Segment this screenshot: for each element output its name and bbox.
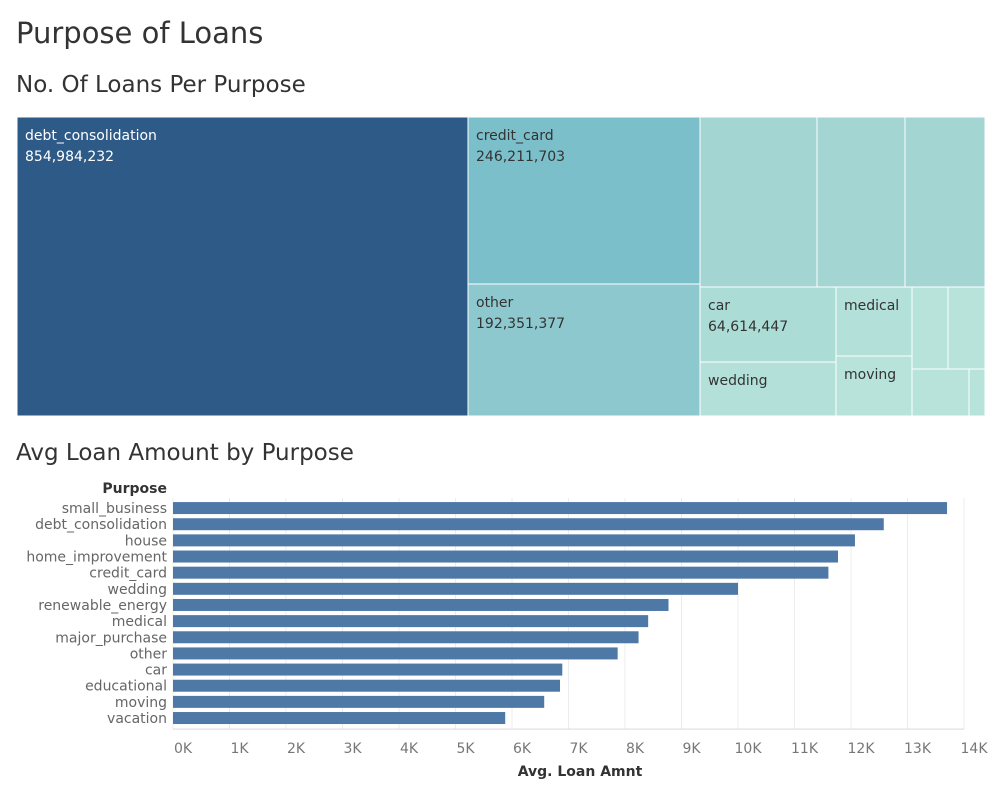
treemap-tile[interactable]: moving bbox=[835, 355, 913, 416]
x-tick-label: 7K bbox=[569, 741, 588, 757]
treemap-tile-label: medical bbox=[844, 298, 899, 314]
category-header: Purpose bbox=[102, 481, 167, 497]
treemap-tile[interactable]: debt_consolidation 854,984,232 bbox=[17, 117, 469, 416]
category-label: small_business bbox=[62, 501, 167, 517]
treemap-tile-label: car bbox=[708, 298, 730, 314]
bar[interactable] bbox=[173, 550, 839, 563]
category-label: house bbox=[125, 533, 167, 549]
bar[interactable] bbox=[173, 615, 649, 628]
x-tick-label: 5K bbox=[456, 741, 475, 757]
treemap-tile-rect bbox=[17, 117, 469, 416]
bar[interactable] bbox=[173, 695, 545, 708]
treemap-tile-rect bbox=[699, 286, 837, 363]
bar[interactable] bbox=[173, 598, 669, 611]
bar[interactable] bbox=[173, 712, 506, 725]
x-tick-label: 3K bbox=[343, 741, 362, 757]
treemap-tile-value: 192,351,377 bbox=[476, 316, 565, 332]
treemap-tile[interactable]: wedding bbox=[699, 361, 837, 416]
x-tick-label: 14K bbox=[961, 741, 989, 757]
treemap-tile-value: 854,984,232 bbox=[25, 149, 114, 165]
x-tick-label: 4K bbox=[400, 741, 419, 757]
treemap-tile[interactable] bbox=[699, 117, 818, 288]
treemap-tile-rect bbox=[835, 355, 913, 416]
bar[interactable] bbox=[173, 647, 618, 660]
treemap-tile[interactable] bbox=[947, 286, 985, 370]
treemap-title: No. Of Loans Per Purpose bbox=[16, 72, 306, 98]
x-tick-label: 0K bbox=[174, 741, 193, 757]
treemap-tile[interactable] bbox=[968, 368, 985, 416]
treemap-tile-rect bbox=[911, 286, 949, 370]
bar[interactable] bbox=[173, 534, 855, 547]
category-label: home_improvement bbox=[26, 550, 167, 566]
category-label: moving bbox=[115, 695, 167, 711]
x-tick-label: 13K bbox=[904, 741, 932, 757]
treemap-tile[interactable] bbox=[911, 286, 949, 370]
treemap-tile-rect bbox=[904, 117, 985, 288]
bar-chart: Purposesmall_businessdebt_consolidationh… bbox=[26, 481, 989, 780]
treemap-tile-label: credit_card bbox=[476, 128, 554, 144]
category-label: vacation bbox=[107, 711, 167, 727]
bar[interactable] bbox=[173, 631, 639, 644]
treemap-tile-rect bbox=[816, 117, 906, 288]
page-title: Purpose of Loans bbox=[16, 16, 264, 50]
bar[interactable] bbox=[173, 679, 561, 692]
x-tick-label: 10K bbox=[735, 741, 763, 757]
category-label: medical bbox=[112, 614, 167, 630]
bar[interactable] bbox=[173, 566, 829, 579]
treemap-tile-rect bbox=[699, 361, 837, 416]
treemap-tile-rect bbox=[467, 283, 701, 416]
x-tick-label: 9K bbox=[682, 741, 701, 757]
treemap-tile[interactable]: credit_card 246,211,703 bbox=[467, 117, 701, 285]
treemap-tile-label: debt_consolidation bbox=[25, 128, 157, 144]
treemap-tile-rect bbox=[835, 286, 913, 357]
x-tick-label: 11K bbox=[791, 741, 819, 757]
category-label: wedding bbox=[108, 582, 168, 598]
x-tick-label: 2K bbox=[287, 741, 306, 757]
bar[interactable] bbox=[173, 518, 884, 531]
treemap-tile-value: 246,211,703 bbox=[476, 149, 565, 165]
bar[interactable] bbox=[173, 663, 563, 676]
treemap-tile-rect bbox=[911, 368, 970, 416]
category-label: debt_consolidation bbox=[35, 517, 167, 533]
treemap-tile[interactable] bbox=[904, 117, 985, 288]
bar[interactable] bbox=[173, 582, 738, 595]
x-tick-label: 8K bbox=[626, 741, 645, 757]
treemap-tile-rect bbox=[467, 117, 701, 285]
treemap-tile[interactable]: medical bbox=[835, 286, 913, 357]
treemap-tile[interactable]: car 64,614,447 bbox=[699, 286, 837, 363]
x-tick-label: 6K bbox=[513, 741, 532, 757]
category-label: credit_card bbox=[89, 566, 167, 582]
bar-chart-title: Avg Loan Amount by Purpose bbox=[16, 440, 354, 466]
category-label: car bbox=[145, 663, 167, 679]
treemap-chart: debt_consolidation 854,984,232 credit_card… bbox=[17, 117, 985, 416]
treemap-tile-label: moving bbox=[844, 367, 896, 383]
treemap-tile-label: wedding bbox=[708, 373, 768, 389]
category-label: renewable_energy bbox=[38, 598, 167, 614]
treemap-tile-value: 64,614,447 bbox=[708, 319, 788, 335]
category-label: major_purchase bbox=[55, 630, 167, 646]
treemap-tile-label: other bbox=[476, 295, 514, 311]
x-tick-label: 12K bbox=[848, 741, 876, 757]
treemap-tile-rect bbox=[699, 117, 818, 288]
treemap-tile[interactable] bbox=[911, 368, 970, 416]
category-label: other bbox=[130, 646, 168, 662]
x-axis-title: Avg. Loan Amnt bbox=[518, 764, 643, 780]
treemap-tile-rect bbox=[947, 286, 985, 370]
treemap-tile[interactable] bbox=[816, 117, 906, 288]
x-tick-label: 1K bbox=[230, 741, 249, 757]
category-label: educational bbox=[85, 679, 167, 695]
treemap-tile[interactable]: other 192,351,377 bbox=[467, 283, 701, 416]
bar[interactable] bbox=[173, 502, 948, 515]
treemap-tile-rect bbox=[968, 368, 985, 416]
